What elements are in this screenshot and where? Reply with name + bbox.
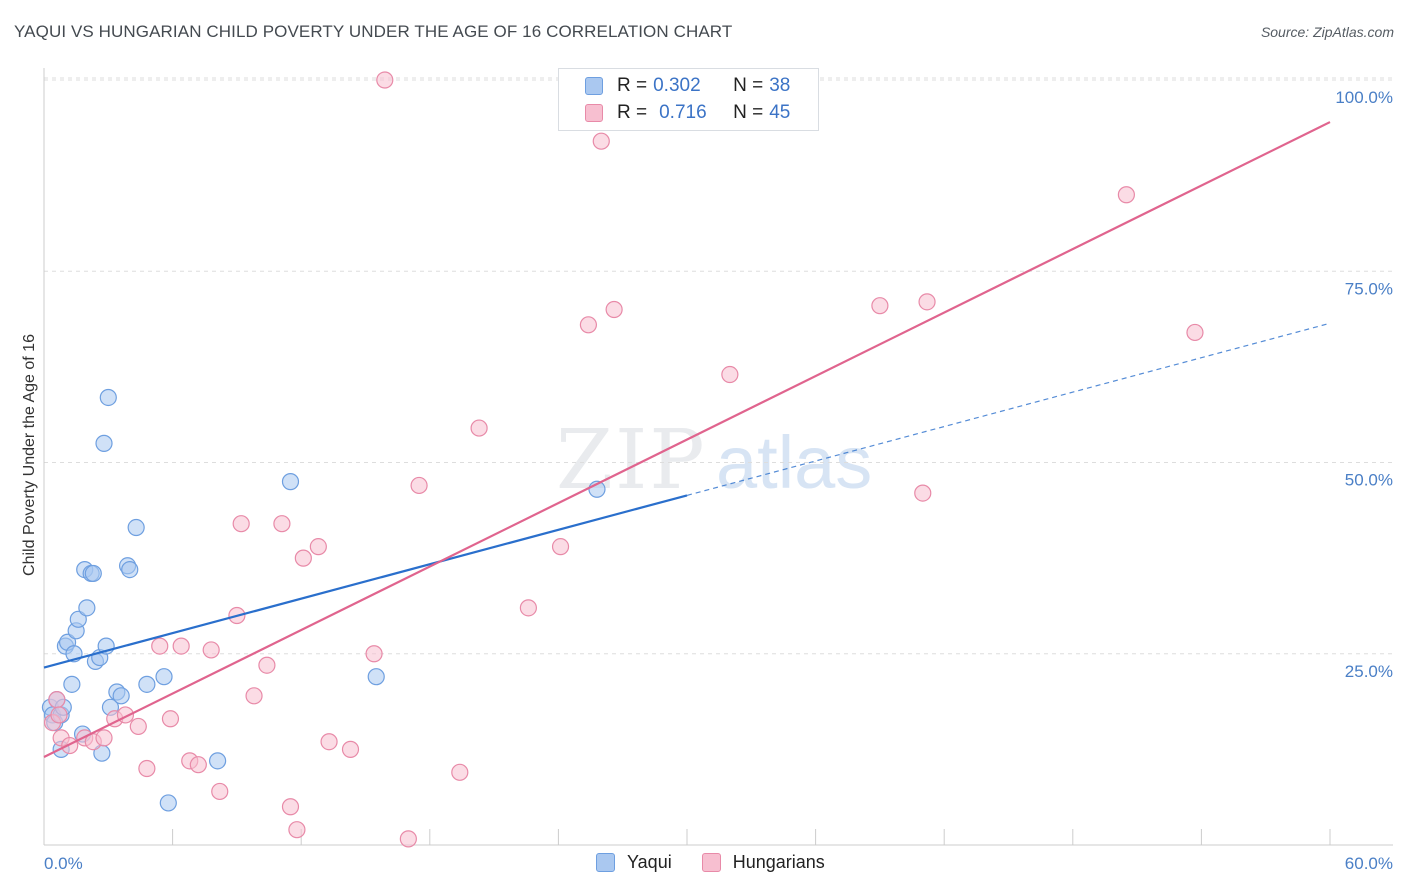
hungarians-point (50, 706, 68, 724)
hungarians-legend-swatch (701, 853, 721, 872)
hungarians-point (451, 763, 469, 781)
hungarians-point (1186, 323, 1204, 342)
hungarians-point (410, 476, 428, 495)
hungarians-point (288, 821, 306, 839)
hungarians-point (232, 515, 250, 533)
legend-label-hungarians: Hungarians (732, 852, 825, 872)
yaqui-trend-extension (686, 322, 1331, 496)
hungarians-point (918, 293, 936, 311)
yaqui-point (159, 794, 177, 812)
r-value: 0.716 (659, 102, 707, 123)
hungarians-trend-line (43, 121, 1331, 759)
hungarians-point (721, 365, 739, 384)
axis-labels: 25.0% 50.0% 75.0% 100.0% 0.0% 60.0% (44, 88, 1393, 873)
hungarians-point (161, 710, 180, 728)
yaqui-point (112, 687, 130, 705)
grid-lines (44, 77, 1393, 655)
series-legend: Yaqui Hungarians (596, 852, 855, 873)
hungarians-point (294, 549, 312, 567)
yaqui-trend-line (43, 494, 688, 669)
hungarians-point (211, 782, 229, 801)
trend-lines (43, 121, 1331, 759)
hungarians-point (258, 656, 276, 674)
legend-label-yaqui: Yaqui (627, 852, 672, 872)
hungarians-point (592, 132, 610, 150)
hungarians-point (172, 637, 190, 655)
yaqui-point (63, 675, 81, 693)
yaqui-swatch (585, 77, 603, 95)
yaqui-point (84, 564, 102, 583)
hungarians-point (399, 830, 417, 848)
hungarians-point (914, 484, 932, 502)
legend-row-hungarians: R = 0.716 N = 45 (585, 100, 790, 126)
n-value: 45 (769, 102, 791, 123)
hungarians-point (579, 316, 598, 334)
hungarians-point (151, 637, 169, 655)
legend-row-yaqui: R = 0.302 N = 38 (585, 73, 790, 99)
legend-item-yaqui[interactable]: Yaqui (596, 852, 672, 873)
yaqui-point (209, 752, 227, 770)
legend-item-hungarians[interactable]: Hungarians (701, 852, 825, 873)
y-tick-label: 75.0% (1345, 279, 1393, 298)
yaqui-point (69, 610, 87, 628)
hungarians-swatch (585, 104, 603, 122)
yaqui-point (121, 560, 139, 579)
yaqui-point (138, 675, 156, 693)
hungarians-point (129, 717, 147, 736)
hungarians-point (470, 419, 488, 437)
n-value: 38 (769, 75, 791, 96)
y-tick-label: 25.0% (1345, 662, 1393, 681)
yaqui-legend-swatch (596, 853, 615, 872)
hungarians-point (48, 691, 66, 709)
source-label: Source: ZipAtlas.com (1260, 24, 1394, 40)
r-value: 0.302 (653, 75, 701, 96)
hungarians-point (202, 641, 220, 659)
hungarians-point (138, 759, 156, 778)
y-axis-title: Child Poverty Under the Age of 16 (21, 334, 38, 576)
x-tick-label-max: 60.0% (1345, 854, 1393, 873)
hungarians-point (273, 515, 291, 533)
hungarians-point (281, 798, 300, 816)
r-label: R = (617, 102, 648, 123)
hungarians-point (365, 645, 383, 663)
y-tick-label: 100.0% (1335, 88, 1393, 107)
n-label: N = (733, 75, 764, 96)
stats-legend: R = 0.302 N = 38 R = 0.716 N = 45 (558, 68, 819, 131)
hungarians-series (43, 71, 1204, 848)
n-label: N = (733, 102, 764, 123)
yaqui-point (281, 473, 300, 491)
hungarians-point (519, 599, 537, 617)
hungarians-point (189, 756, 207, 774)
yaqui-point (78, 599, 96, 617)
hungarians-point (95, 729, 113, 747)
hungarians-point (376, 71, 394, 89)
hungarians-point (320, 733, 338, 751)
hungarians-point (309, 538, 327, 556)
chart-title: YAQUI VS HUNGARIAN CHILD POVERTY UNDER T… (14, 22, 733, 41)
watermark-atlas: atlas (716, 421, 872, 504)
yaqui-point (95, 434, 113, 452)
hungarians-point (341, 740, 360, 758)
yaqui-point (99, 388, 117, 407)
hungarians-point (551, 538, 570, 556)
hungarians-point (245, 687, 263, 705)
yaqui-point (367, 668, 385, 686)
yaqui-point (127, 518, 145, 537)
x-tick-label-min: 0.0% (44, 854, 83, 873)
y-tick-label: 50.0% (1345, 471, 1393, 490)
hungarians-point (871, 297, 889, 315)
yaqui-point (155, 668, 173, 686)
r-label: R = (617, 75, 648, 96)
hungarians-point (1117, 186, 1135, 204)
hungarians-point (605, 300, 623, 319)
